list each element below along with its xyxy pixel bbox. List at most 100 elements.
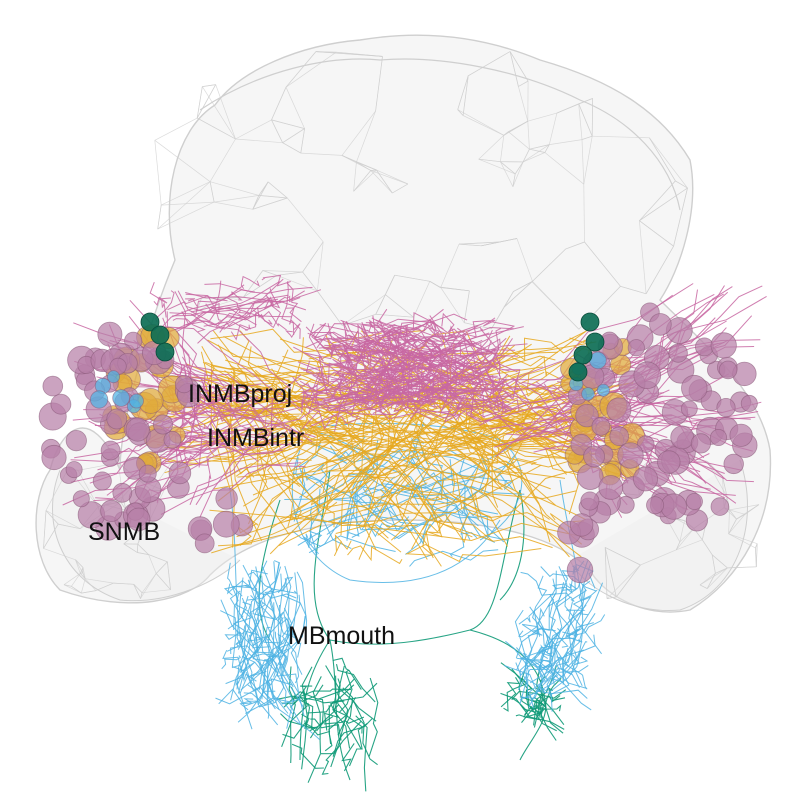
inmbintr-twig [250, 595, 294, 688]
inmbintr-soma [112, 389, 130, 407]
snmb-soma [710, 428, 728, 446]
snmb-twig [244, 301, 281, 331]
snmb-twig [176, 398, 257, 456]
mbmouth-twig [301, 666, 313, 770]
snmb-soma [680, 400, 698, 418]
mbmouth-twig [289, 684, 324, 708]
inmbintr-twig [227, 562, 239, 631]
snmb-twig [147, 441, 294, 466]
mbmouth-twig [291, 743, 324, 769]
inmbintr-twig [218, 688, 254, 705]
snmb-soma [212, 510, 240, 538]
inmbintr-twig [279, 604, 302, 658]
snmb-twig [185, 298, 198, 307]
mesh-edge [639, 220, 674, 247]
mesh-edge [699, 584, 708, 589]
inmbproj-twig [339, 421, 497, 483]
mbmouth-twig [341, 743, 355, 772]
mesh-edge [317, 290, 343, 326]
inmbproj-twig [217, 344, 263, 541]
mesh-edge [161, 201, 215, 206]
mesh-edge [155, 573, 171, 590]
snmb-soma [617, 442, 644, 469]
inmbproj-twig [347, 545, 403, 565]
snmb-twig [153, 296, 171, 307]
inmbintr-twig [243, 692, 299, 706]
inmbintr-twig [245, 630, 263, 643]
mesh-edge [512, 161, 524, 187]
inmbintr-twig [529, 582, 604, 684]
mbmouth-branch [499, 489, 525, 601]
snmb-twig [365, 333, 455, 392]
inmbintr-twig [548, 634, 596, 693]
mesh-edge [285, 51, 317, 88]
snmb-twig [286, 307, 301, 339]
mbmouth-twig [332, 718, 373, 757]
mesh-edge [458, 243, 482, 247]
inmbintr-soma [107, 370, 121, 384]
inmbintr-twig [221, 655, 242, 670]
mesh-edge [80, 573, 86, 579]
inmbintr-twig [410, 438, 443, 469]
mesh-edge [271, 119, 305, 129]
inmbintr-twig [504, 665, 588, 699]
inmbproj-twig [333, 534, 352, 557]
mesh-edge [370, 170, 409, 185]
mesh-edge [262, 270, 277, 276]
mesh-edge [282, 128, 305, 143]
mesh-edge [79, 567, 84, 574]
mesh-edge [63, 573, 81, 585]
snmb-soma [42, 375, 64, 397]
mesh-edge [676, 539, 703, 551]
mesh-edge [457, 109, 464, 116]
mbmouth-twig [521, 677, 533, 710]
inmbintr-soma [581, 387, 595, 401]
snmb-twig [214, 280, 222, 321]
mesh-edge [463, 290, 470, 323]
inmbintr-twig [227, 597, 248, 630]
inmbintr-twig [518, 592, 554, 625]
mesh-edge [154, 140, 162, 206]
snmb-twig [376, 308, 438, 409]
snmb-soma [649, 313, 672, 336]
inmbintr-twig [247, 587, 297, 601]
mesh-edge [252, 181, 269, 210]
snmb-twig [326, 342, 411, 382]
mbmouth-twig [323, 716, 365, 725]
inmbproj-twig [425, 496, 443, 559]
mesh-edge [509, 51, 519, 87]
snmb-soma [163, 430, 182, 449]
inmbintr-twig [532, 575, 548, 630]
mesh-edge [113, 582, 134, 585]
mbmouth-twig [355, 715, 368, 792]
mesh-edge [500, 161, 514, 187]
mesh-edge [578, 103, 593, 137]
mesh-edge [197, 117, 236, 140]
mesh-edge [82, 567, 86, 579]
snmb-twig [379, 408, 479, 420]
mesh-edge [728, 514, 746, 535]
mesh-edge [478, 158, 516, 175]
inmbproj-twig [288, 472, 338, 511]
snmb-soma [41, 444, 67, 471]
mesh-edge [429, 280, 441, 288]
mesh-edge [508, 131, 530, 150]
mesh-edge [214, 195, 259, 203]
inmbintr-twig [524, 570, 557, 687]
snmb-twig [230, 324, 252, 341]
mesh-edge [353, 162, 357, 192]
inmbintr-twig [578, 580, 592, 616]
mesh-edge [356, 110, 376, 163]
snmb-twig [195, 440, 225, 506]
mesh-edge [706, 573, 716, 589]
mesh-edge [161, 181, 211, 206]
inmbintr-twig [215, 678, 293, 705]
cell-bodies [38, 302, 758, 584]
mesh-edge [499, 238, 517, 243]
mesh-edge [202, 84, 216, 87]
snmb-twig [190, 306, 292, 318]
mesh-edge [302, 271, 318, 292]
mesh-edge [556, 103, 579, 114]
inmbintr-twig [264, 653, 279, 697]
mesh-edge [285, 51, 337, 88]
